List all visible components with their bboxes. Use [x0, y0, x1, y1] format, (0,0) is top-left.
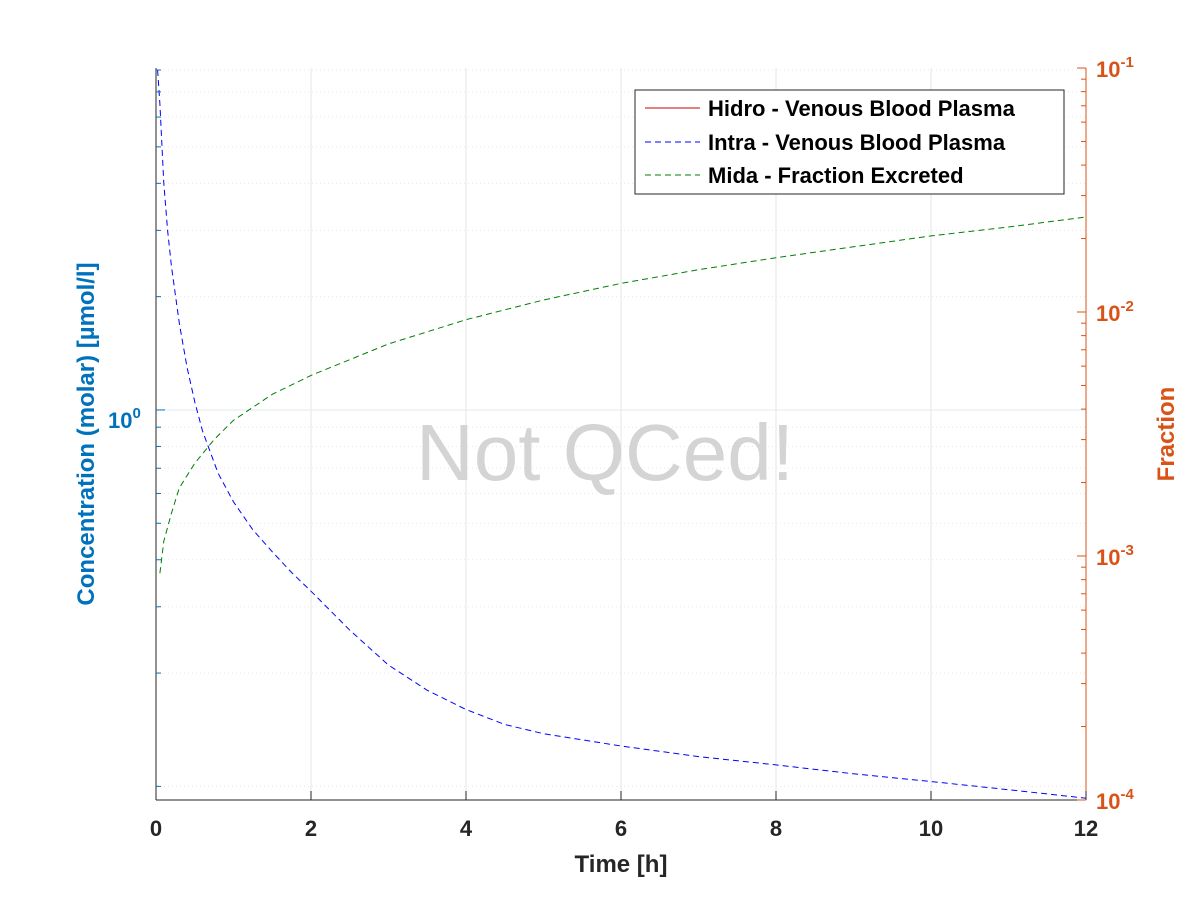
left-y-axis-label: Concentration (molar) [µmol/l]: [73, 262, 100, 605]
right-tick-label: 10-2: [1096, 298, 1134, 326]
series-line-1: [157, 69, 1087, 799]
legend-entry: Intra - Venous Blood Plasma: [645, 130, 1006, 155]
right-y-axis-label: Fraction: [1153, 387, 1180, 482]
legend-entry: Mida - Fraction Excreted: [645, 163, 964, 188]
legend-label: Hidro - Venous Blood Plasma: [708, 96, 1016, 121]
x-tick-label: 6: [615, 816, 627, 841]
x-tick-label: 12: [1074, 816, 1098, 841]
right-tick-label: 10-3: [1096, 542, 1134, 570]
legend-box: [634, 89, 1065, 195]
right-tick-label: 10-1: [1096, 54, 1134, 82]
watermark-text: Not QCed!: [416, 408, 794, 497]
ticks: 0 2 4 6 8 10 12 10-1 10-2 10-3 10-4: [150, 54, 1135, 841]
legend-label: Mida - Fraction Excreted: [708, 163, 964, 188]
right-tick-label: 10-4: [1096, 786, 1134, 814]
legend-entry: Hidro - Venous Blood Plasma: [645, 96, 1016, 121]
x-tick-label: 10: [919, 816, 943, 841]
x-tick-label: 0: [150, 816, 162, 841]
legend: Hidro - Venous Blood Plasma Intra - Veno…: [634, 89, 1065, 195]
x-tick-label: 4: [460, 816, 473, 841]
series-line-2: [159, 216, 1087, 574]
series-layer: [157, 69, 1087, 799]
left-tick-label: 100: [108, 405, 141, 433]
x-tick-label: 8: [770, 816, 782, 841]
x-tick-label: 2: [305, 816, 317, 841]
x-axis-label: Time [h]: [575, 851, 668, 878]
legend-label: Intra - Venous Blood Plasma: [708, 130, 1006, 155]
